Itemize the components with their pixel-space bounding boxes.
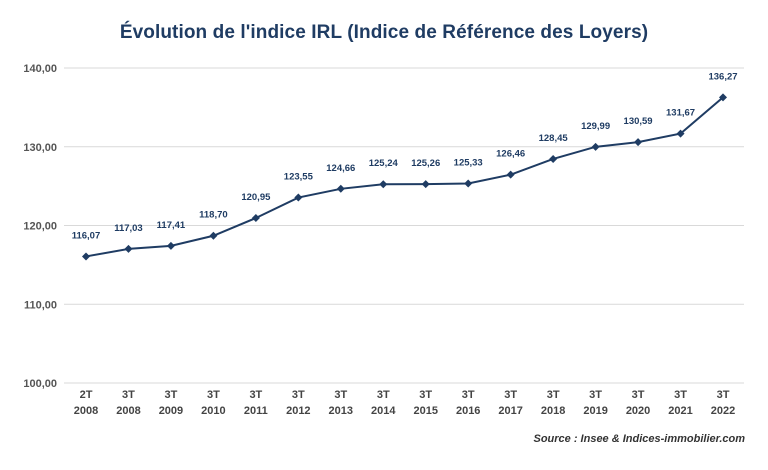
x-tick-label: 3T — [419, 389, 432, 401]
x-tick-label: 2014 — [371, 405, 396, 417]
x-tick-label: 2020 — [626, 405, 650, 417]
data-label: 126,46 — [496, 149, 525, 160]
x-tick-label: 3T — [334, 389, 347, 401]
y-tick-label: 140,00 — [23, 63, 57, 75]
x-tick-label: 2017 — [498, 405, 522, 417]
data-point — [166, 241, 175, 250]
x-tick-label: 2013 — [329, 405, 353, 417]
data-point — [82, 252, 90, 261]
data-point — [209, 231, 218, 240]
x-tick-label: 3T — [207, 389, 220, 401]
x-tick-label: 2016 — [456, 405, 480, 417]
data-label: 120,95 — [241, 192, 271, 203]
data-point — [634, 138, 643, 147]
y-tick-label: 100,00 — [23, 378, 57, 390]
source-note: Source : Insee & Indices-immobilier.com — [533, 433, 745, 445]
x-tick-label: 3T — [165, 389, 178, 401]
data-label: 117,03 — [114, 223, 143, 234]
x-tick-label: 2011 — [244, 405, 268, 417]
data-point — [464, 179, 473, 188]
data-label: 116,07 — [72, 230, 101, 241]
chart-title: Évolution de l'indice IRL (Indice de Réf… — [119, 22, 649, 43]
data-label: 124,66 — [326, 163, 355, 174]
data-label: 125,26 — [411, 158, 440, 169]
data-labels: 116,07 117,03 117,41 118,70 120,95 123,55 124,… — [72, 71, 738, 241]
x-tick-label: 3T — [717, 389, 730, 401]
y-tick-label: 130,00 — [23, 142, 57, 154]
grid-layer — [64, 67, 744, 384]
data-point — [421, 180, 430, 189]
data-point — [506, 170, 515, 179]
data-label: 117,41 — [157, 220, 186, 231]
x-tick-label: 2022 — [711, 405, 735, 417]
x-tick-label: 3T — [122, 389, 135, 401]
x-tick-label: 2015 — [413, 405, 437, 417]
data-label: 130,59 — [624, 116, 653, 127]
x-tick-label: 3T — [547, 389, 560, 401]
x-axis: 2T 2008 3T 2008 3T 2009 3T 2010 3T 2011 3T 2012 3T 20… — [74, 389, 735, 417]
x-tick-label: 3T — [674, 389, 687, 401]
data-point — [251, 214, 260, 223]
x-tick-label: 2019 — [583, 405, 607, 417]
data-point — [379, 180, 388, 189]
data-label: 129,99 — [581, 121, 610, 132]
data-point — [336, 184, 345, 193]
x-tick-label: 2012 — [286, 405, 310, 417]
data-point — [294, 193, 303, 202]
x-tick-label: 2018 — [541, 405, 565, 417]
y-axis: 100,00 110,00 120,00 130,00 140,00 — [23, 63, 57, 390]
x-tick-label: 3T — [589, 389, 602, 401]
data-point — [124, 244, 133, 253]
x-tick-label: 2009 — [159, 405, 183, 417]
y-tick-label: 110,00 — [24, 299, 57, 311]
data-point — [676, 129, 685, 138]
x-tick-label: 3T — [504, 389, 517, 401]
data-point — [719, 93, 727, 102]
x-tick-label: 3T — [292, 389, 305, 401]
data-label: 123,55 — [284, 172, 314, 183]
x-tick-label: 3T — [377, 389, 390, 401]
x-tick-label: 2010 — [201, 405, 225, 417]
data-label: 136,27 — [708, 71, 737, 82]
x-tick-label: 3T — [632, 389, 645, 401]
x-tick-label: 3T — [249, 389, 262, 401]
x-tick-label: 2008 — [74, 405, 98, 417]
data-label: 128,45 — [539, 133, 569, 144]
x-tick-label: 2008 — [116, 405, 140, 417]
x-tick-label: 3T — [462, 389, 475, 401]
y-tick-label: 120,00 — [23, 221, 57, 233]
data-point — [591, 142, 600, 151]
data-label: 131,67 — [666, 108, 695, 119]
data-point — [549, 154, 558, 163]
x-tick-label: 2021 — [668, 405, 692, 417]
data-label: 125,33 — [454, 158, 483, 169]
data-label: 125,24 — [369, 158, 399, 169]
x-tick-label: 2T — [80, 389, 93, 401]
series-irl — [82, 93, 727, 261]
data-label: 118,70 — [199, 210, 228, 221]
series-line — [85, 96, 724, 258]
